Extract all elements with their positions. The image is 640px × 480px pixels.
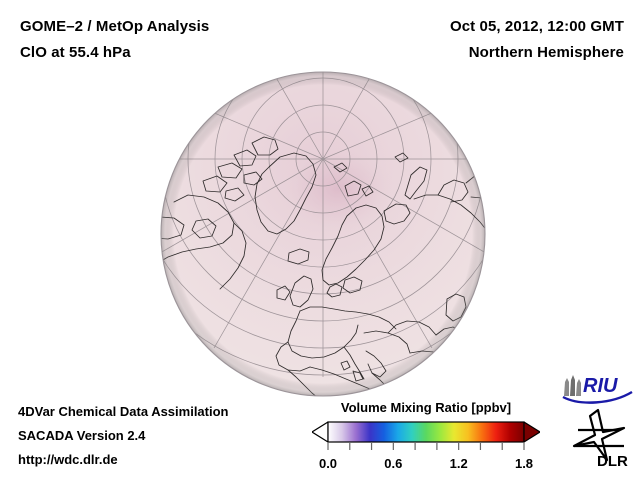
dlr-logo: DLR: [566, 408, 636, 470]
colorbar-high-cap: [523, 421, 540, 443]
colorbar-low-cap: [312, 421, 329, 443]
footer-credits: 4DVar Chemical Data Assimilation SACADA …: [18, 400, 229, 472]
colorbar-ticks: [312, 443, 540, 456]
colorbar-label: 0.6: [384, 456, 403, 471]
globe-map: [148, 71, 498, 398]
colorbar-label: 1.8: [514, 456, 534, 471]
header-left: GOME–2 / MetOp Analysis ClO at 55.4 hPa: [20, 14, 209, 66]
riu-wordmark: RIU: [583, 375, 618, 397]
riu-logo: RIU: [560, 370, 634, 404]
colorbar-tick-labels: 0.0 0.6 1.2 1.8: [312, 456, 540, 472]
header-right: Oct 05, 2012, 12:00 GMT Northern Hemisph…: [450, 14, 624, 66]
credit-url: http://wdc.dlr.de: [18, 452, 118, 467]
instrument-title: GOME–2 / MetOp Analysis: [20, 18, 210, 35]
dlr-emblem-icon: [572, 408, 626, 462]
region-label: Northern Hemisphere: [468, 44, 624, 61]
globe-limb-shading: [161, 72, 485, 396]
datetime-label: Oct 05, 2012, 12:00 GMT: [449, 18, 624, 35]
colorbar-label: 0.0: [318, 456, 338, 471]
credit-method: 4DVar Chemical Data Assimilation: [18, 404, 229, 419]
colorbar-gradient: [312, 421, 540, 443]
credit-version: SACADA Version 2.4: [18, 428, 146, 443]
dlr-wordmark: DLR: [597, 453, 628, 470]
species-level-title: ClO at 55.4 hPa: [20, 44, 131, 61]
riu-swoosh: [562, 390, 633, 404]
colorbar-rect: [327, 421, 525, 443]
globe-outline: [160, 71, 486, 397]
colorbar-label: 1.2: [449, 456, 468, 471]
colorbar: Volume Mixing Ratio [ppbv] 0.0 0.6 1.2 1.8: [312, 400, 540, 472]
riu-tower-icon: [564, 375, 581, 396]
colorbar-title: Volume Mixing Ratio [ppbv]: [340, 400, 512, 415]
